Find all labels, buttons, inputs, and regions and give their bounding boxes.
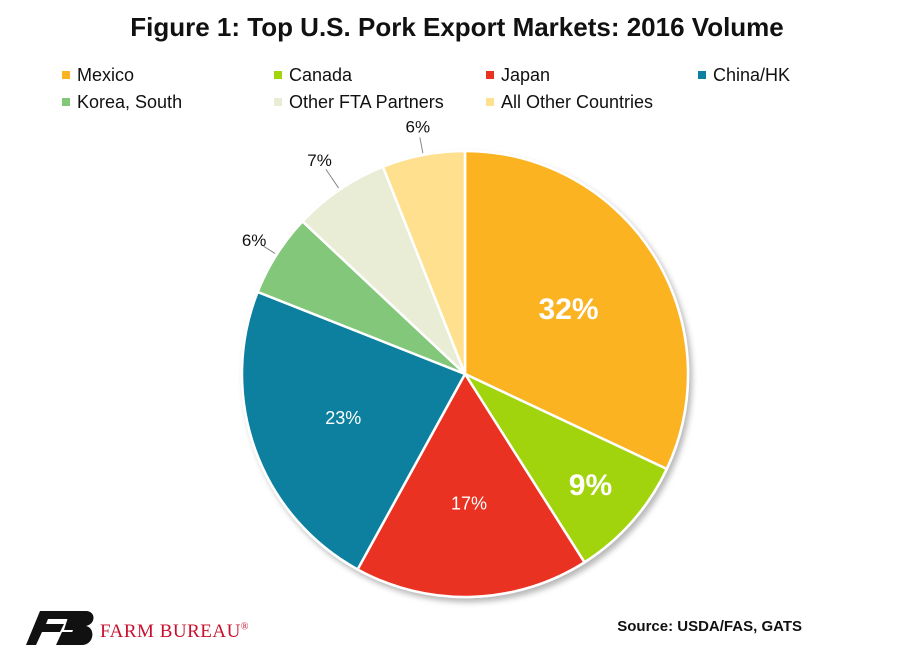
pie-slice-0 xyxy=(463,149,690,471)
legend-swatch xyxy=(486,71,494,79)
pie-slice-2 xyxy=(355,371,587,599)
data-label-0: 32% xyxy=(539,293,599,326)
legend-label: Other FTA Partners xyxy=(289,91,444,112)
pie-slice-3 xyxy=(240,290,467,572)
legend-swatch xyxy=(62,98,70,106)
data-label-6: 6% xyxy=(405,117,430,136)
leader-line-5 xyxy=(325,168,339,189)
legend-label: Korea, South xyxy=(77,91,183,112)
pie-slice-1 xyxy=(461,371,669,565)
legend-item-korea-south: Korea, South xyxy=(62,91,274,113)
legend-swatch xyxy=(486,98,494,106)
legend-label: All Other Countries xyxy=(501,91,654,112)
legend-label: Japan xyxy=(501,64,551,85)
farm-bureau-text: FARM BUREAU® xyxy=(100,621,249,642)
farm-bureau-logo: FARM BUREAU® xyxy=(26,611,249,645)
farm-bureau-mark-icon xyxy=(26,611,94,645)
data-label-4: 6% xyxy=(242,231,267,250)
legend-label: Canada xyxy=(289,64,353,85)
legend-label: China/HK xyxy=(713,64,791,85)
pie-slice-6 xyxy=(381,149,467,375)
legend-item-other-fta: Other FTA Partners xyxy=(274,91,486,113)
data-label-2: 17% xyxy=(451,494,487,514)
legend-label: Mexico xyxy=(77,64,135,85)
legend-swatch xyxy=(274,98,282,106)
legend-item-japan: Japan xyxy=(486,64,698,86)
data-label-5: 7% xyxy=(307,151,332,170)
leader-line-6 xyxy=(419,137,424,154)
legend-item-canada: Canada xyxy=(274,64,486,86)
legend-item-mexico: Mexico xyxy=(62,64,274,86)
chart-title: Figure 1: Top U.S. Pork Export Markets: … xyxy=(130,12,784,42)
source-note: Source: USDA/FAS, GATS xyxy=(617,618,802,635)
legend-item-all-other: All Other Countries xyxy=(486,91,698,113)
leader-line-4 xyxy=(263,245,276,254)
legend-swatch xyxy=(274,71,282,79)
legend: Mexico Canada Japan China/HK Korea, Sout… xyxy=(62,64,902,113)
legend-swatch xyxy=(698,71,706,79)
legend-item-china-hk: China/HK xyxy=(698,64,898,86)
data-label-3: 23% xyxy=(325,408,361,428)
data-label-1: 9% xyxy=(569,469,612,502)
legend-swatch xyxy=(62,71,70,79)
